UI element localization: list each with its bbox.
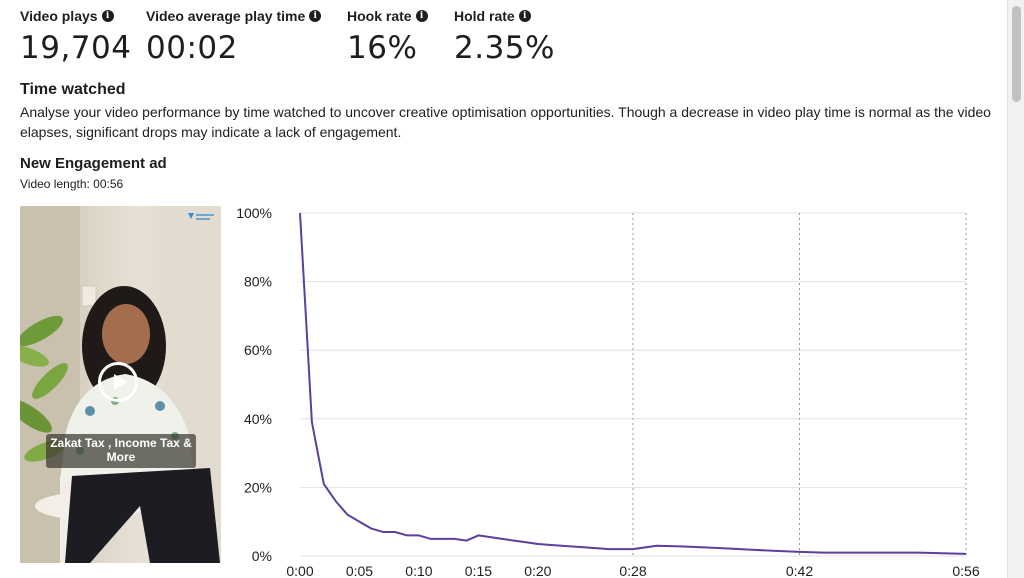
thumbnail-caption: Zakat Tax , Income Tax & More bbox=[50, 436, 192, 464]
info-icon[interactable]: i bbox=[415, 10, 428, 22]
metric-hook-rate: Hook rate i 16% bbox=[347, 6, 428, 66]
series-line[interactable] bbox=[299, 212, 967, 555]
chart-markers bbox=[632, 213, 967, 556]
chart-series bbox=[299, 212, 967, 555]
metric-label: Video plays bbox=[20, 8, 98, 24]
x-tick-label: 0:00 bbox=[286, 563, 313, 578]
video-length: Video length: 00:56 bbox=[20, 177, 124, 191]
metric-video-plays: Video plays i 19,704 bbox=[20, 6, 131, 66]
time-watched-chart: 0% 20% 40% 60% 80% 100% 0:00 0:05 0:10 0:15 0:20 0… bbox=[226, 200, 996, 578]
x-axis-ticks: 0:00 0:05 0:10 0:15 0:20 0:28 0:42 0:56 bbox=[286, 563, 979, 578]
y-tick-label: 80% bbox=[244, 274, 272, 290]
scrollbar[interactable] bbox=[1007, 0, 1024, 578]
metric-hold-rate: Hold rate i 2.35% bbox=[454, 6, 555, 66]
x-tick-label: 0:56 bbox=[952, 563, 979, 578]
section-description: Analyse your video performance by time w… bbox=[20, 104, 991, 140]
video-thumbnail[interactable]: Zakat Tax , Income Tax & More bbox=[20, 206, 221, 563]
y-tick-label: 0% bbox=[252, 548, 272, 564]
info-icon[interactable]: i bbox=[101, 10, 114, 22]
y-axis-ticks: 0% 20% 40% 60% 80% 100% bbox=[236, 205, 272, 564]
info-icon[interactable]: i bbox=[518, 10, 531, 22]
metric-label: Hook rate bbox=[347, 8, 412, 24]
metric-value: 16% bbox=[347, 30, 418, 66]
metric-value: 19,704 bbox=[20, 30, 132, 66]
ad-name: New Engagement ad bbox=[20, 155, 167, 172]
x-tick-label: 0:10 bbox=[405, 563, 432, 578]
y-tick-label: 40% bbox=[244, 411, 272, 427]
y-tick-label: 60% bbox=[244, 342, 272, 358]
metric-label: Hold rate bbox=[454, 8, 515, 24]
plant-graphic bbox=[20, 315, 68, 462]
y-tick-label: 100% bbox=[236, 205, 272, 221]
x-tick-label: 0:42 bbox=[786, 563, 813, 578]
y-tick-label: 20% bbox=[244, 479, 272, 495]
play-icon[interactable] bbox=[98, 362, 138, 402]
metric-label: Video average play time bbox=[146, 8, 306, 24]
x-tick-label: 0:28 bbox=[619, 563, 646, 578]
x-tick-label: 0:15 bbox=[465, 563, 492, 578]
section-title: Time watched bbox=[20, 81, 126, 98]
scrollbar-thumb[interactable] bbox=[1012, 6, 1021, 102]
x-tick-label: 0:20 bbox=[524, 563, 551, 578]
metric-value: 00:02 bbox=[146, 30, 238, 66]
info-icon[interactable]: i bbox=[309, 10, 322, 22]
x-tick-label: 0:05 bbox=[346, 563, 373, 578]
metric-value: 2.35% bbox=[454, 30, 555, 66]
chart-svg: 0%20%40%60%80%100% 0:00 0:05 0:10 0:15 0:20 0… bbox=[236, 205, 980, 578]
metric-avg-play-time: Video average play time i 00:02 bbox=[146, 6, 322, 66]
